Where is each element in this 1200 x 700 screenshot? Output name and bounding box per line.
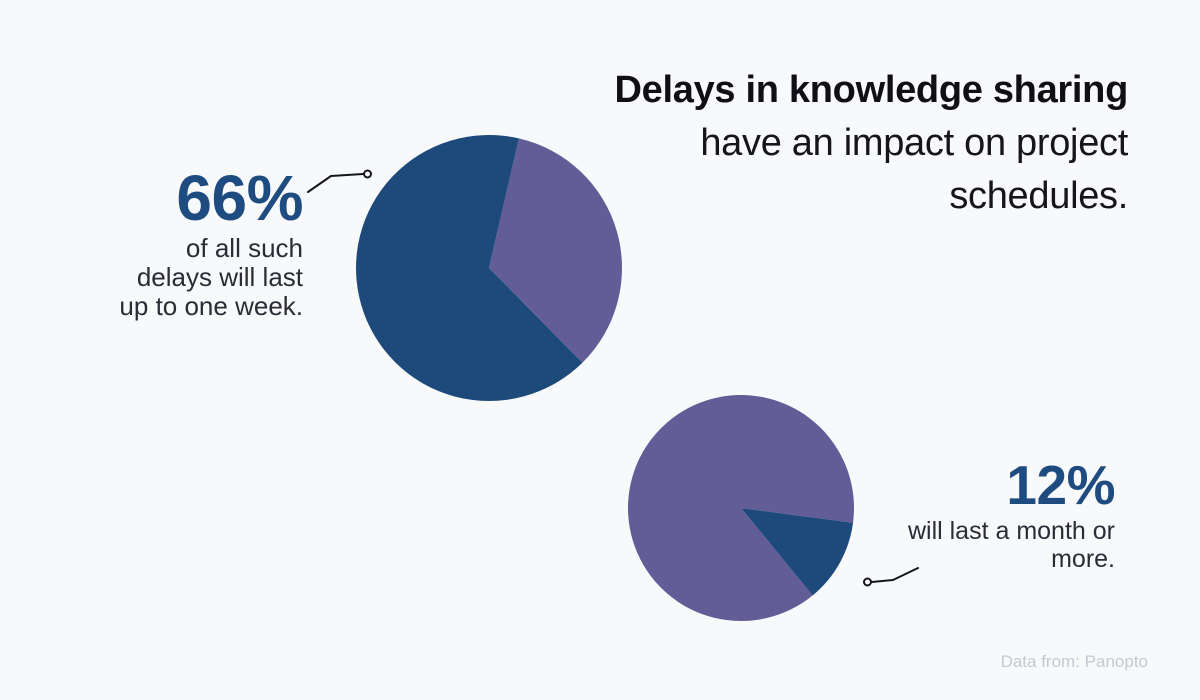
data-source-credit: Data from: Panopto [1000, 652, 1148, 671]
connector-line [307, 173, 364, 193]
connector-line [871, 567, 919, 583]
pie-chart-month-or-more [627, 394, 854, 621]
callout-description-line: more. [1051, 545, 1115, 573]
callout-connector-right [863, 567, 919, 587]
connector-dot-icon [863, 577, 872, 587]
callout-66-percent: 66% of all such delays will last up to o… [119, 166, 303, 321]
pie-chart-up-to-one-week [356, 135, 623, 402]
headline-line: schedules. [949, 175, 1128, 217]
callout-connector-left [307, 169, 372, 193]
pie-slice-last-a-month-or-more [741, 508, 854, 596]
callout-description: will last a month or more. [908, 517, 1115, 573]
pie-slice-other-delays [489, 138, 623, 363]
headline-emphasis: Delays in knowledge sharing [614, 69, 1129, 111]
callout-description-line: of all such [185, 233, 303, 263]
headline-line: have an impact on project [700, 122, 1128, 164]
callout-description: of all such delays will last up to one w… [119, 234, 303, 321]
callout-description-line: will last a month or [907, 517, 1115, 545]
connector-dot-icon [363, 169, 372, 179]
callout-value: 66% [176, 162, 303, 234]
pie-slice-other-delays [627, 394, 854, 621]
headline: Delays in knowledge sharing have an impa… [615, 64, 1129, 223]
pie-slice-last-up-to-one-week [356, 135, 583, 402]
callout-description-line: up to one week. [119, 291, 303, 321]
callout-12-percent: 12% will last a month or more. [908, 454, 1116, 574]
callout-value: 12% [1006, 454, 1115, 516]
callout-description-line: delays will last [136, 262, 303, 292]
